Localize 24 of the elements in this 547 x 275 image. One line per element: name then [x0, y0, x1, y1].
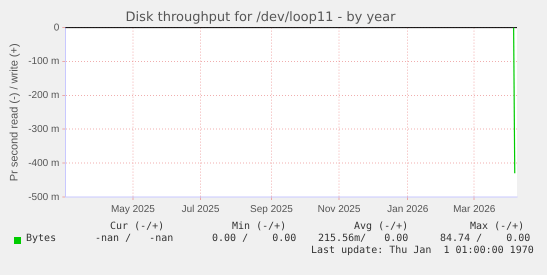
y-tick-label: -300 m	[28, 124, 60, 135]
legend-label: Bytes	[26, 233, 56, 244]
y-tick-label: -100 m	[28, 56, 60, 68]
y-tick-label: -200 m	[28, 90, 60, 102]
x-tick-label: May 2025	[110, 204, 156, 215]
text: Min (-/+)	[232, 221, 286, 232]
text: Cur (-/+)	[110, 221, 164, 232]
text: 215.56m/ 0.00	[318, 233, 408, 244]
x-tick-label: Jan 2026	[387, 204, 429, 215]
y-tick-label: -400 m	[28, 158, 60, 169]
x-tick-label: Mar 2026	[453, 204, 496, 215]
x-tick-label: Nov 2025	[318, 204, 361, 215]
x-tick-label: Jul 2025	[182, 204, 220, 215]
y-axis-title: Pr second read (-) / write (+)	[8, 43, 21, 182]
text: -nan / -nan	[95, 233, 174, 244]
text: Avg (-/+)	[354, 221, 408, 232]
text: 84.74 / 0.00	[440, 233, 530, 244]
y-tick-label: -500 m	[28, 192, 60, 203]
chart-title: Disk throughput for /dev/loop11 - by year	[126, 10, 396, 26]
text: Max (-/+)	[470, 221, 524, 232]
x-tick-label: Sep 2025	[250, 204, 294, 215]
text: Last update: Thu Jan 1 01:00:00 1970	[311, 245, 534, 256]
y-tick-label: 0	[54, 22, 60, 34]
text: 0.00 / 0.00	[212, 233, 296, 244]
